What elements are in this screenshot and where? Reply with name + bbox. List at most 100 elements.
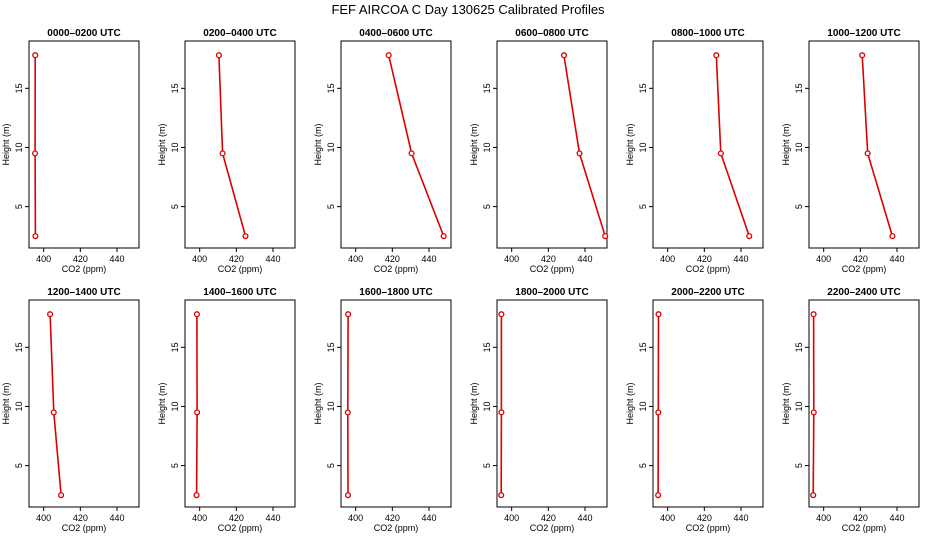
y-tick-label: 15 [14,342,24,352]
y-tick-label: 5 [170,204,180,209]
data-point [50,409,57,416]
panel-title: 0200–0400 UTC [203,28,276,39]
data-point [889,233,896,240]
x-axis-label: CO2 (ppm) [62,264,107,274]
y-tick-label: 15 [482,342,492,352]
y-tick-label: 10 [794,142,804,152]
data-point [385,52,392,59]
y-tick-label: 10 [326,142,336,152]
panel-3: 0400–0600 UTC 400 420 440 5 10 15 CO2 (ppm) Heig… [313,28,452,274]
x-tick-label: 400 [816,513,831,523]
x-axis-label: CO2 (ppm) [842,264,887,274]
x-tick-label: 400 [816,254,831,264]
y-tick-label: 10 [170,142,180,152]
x-tick-label: 420 [697,513,712,523]
x-tick-label: 440 [889,254,904,264]
panel-9: 1600–1800 UTC 400 420 440 5 10 15 CO2 (ppm) Heig… [313,287,452,533]
y-tick-label: 10 [14,142,24,152]
y-tick-label: 5 [14,204,24,209]
y-tick-label: 15 [482,83,492,93]
x-tick-label: 440 [265,513,280,523]
x-tick-label: 420 [541,254,556,264]
data-point [498,311,505,318]
x-axis-label: CO2 (ppm) [530,264,575,274]
x-axis-label: CO2 (ppm) [686,264,731,274]
y-tick-label: 5 [14,463,24,468]
panel-6: 1000–1200 UTC 400 420 440 5 10 15 CO2 (ppm) Heig… [781,28,920,274]
x-tick-label: 440 [109,513,124,523]
x-tick-label: 420 [73,254,88,264]
x-tick-label: 440 [421,513,436,523]
x-tick-label: 400 [192,513,207,523]
y-tick-label: 5 [326,204,336,209]
y-axis-label: Height (m) [157,382,167,424]
x-tick-label: 400 [504,513,519,523]
data-point [32,233,39,240]
x-axis-label: CO2 (ppm) [686,523,731,533]
x-tick-label: 400 [36,513,51,523]
x-tick-label: 440 [421,254,436,264]
data-point [193,492,200,499]
x-tick-label: 420 [541,513,556,523]
y-tick-label: 10 [326,401,336,411]
x-tick-label: 440 [733,254,748,264]
x-tick-label: 420 [385,254,400,264]
y-tick-label: 10 [482,401,492,411]
panel-1: 0000–0200 UTC 400 420 440 5 10 15 CO2 (ppm) Heig… [1,28,140,274]
plot-frame [28,299,140,508]
x-tick-label: 420 [385,513,400,523]
data-point [498,492,505,499]
figure-title: FEF AIRCOA C Day 130625 Calibrated Profi… [331,2,605,17]
profile-line [861,55,894,237]
x-tick-label: 400 [192,254,207,264]
data-point [810,409,817,416]
data-point [47,311,54,318]
x-axis-label: CO2 (ppm) [62,523,107,533]
x-tick-label: 440 [733,513,748,523]
y-axis-label: Height (m) [157,123,167,165]
y-axis-label: Height (m) [469,382,479,424]
data-point [810,311,817,318]
y-tick-label: 10 [638,401,648,411]
y-tick-label: 5 [482,463,492,468]
x-tick-label: 420 [853,513,868,523]
y-axis-label: Height (m) [781,382,791,424]
y-tick-label: 15 [326,342,336,352]
x-tick-label: 400 [504,254,519,264]
x-axis-label: CO2 (ppm) [218,264,263,274]
panel-4: 0600–0800 UTC 400 420 440 5 10 15 CO2 (ppm) Heig… [469,28,609,274]
data-point [408,150,415,157]
data-point [713,52,720,59]
data-point [602,233,609,240]
x-tick-label: 420 [229,254,244,264]
data-point [655,492,662,499]
profile-line [218,55,247,237]
x-axis-label: CO2 (ppm) [374,523,419,533]
data-point [58,492,65,499]
plot-frame [340,40,452,249]
y-tick-label: 15 [638,342,648,352]
data-point [560,52,567,59]
panel-title: 1400–1600 UTC [203,287,276,298]
panel-grid: 0000–0200 UTC 400 420 440 5 10 15 CO2 (ppm) Heig… [1,28,920,533]
y-axis-label: Height (m) [781,123,791,165]
y-axis-label: Height (m) [1,123,11,165]
panel-title: 1800–2000 UTC [515,287,588,298]
data-point [193,311,200,318]
panel-title: 1200–1400 UTC [47,287,120,298]
panel-7: 1200–1400 UTC 400 420 440 5 10 15 CO2 (ppm) Heig… [1,287,140,533]
data-point [345,311,352,318]
data-point [655,311,662,318]
panel-title: 0400–0600 UTC [359,28,432,39]
y-axis-label: Height (m) [625,382,635,424]
plot-frame [808,40,920,249]
panel-5: 0800–1000 UTC 400 420 440 5 10 15 CO2 (ppm) Heig… [625,28,764,274]
plot-frame [808,299,920,508]
y-tick-label: 15 [170,83,180,93]
y-tick-label: 15 [14,83,24,93]
x-axis-label: CO2 (ppm) [530,523,575,533]
data-point [344,492,352,499]
x-axis-label: CO2 (ppm) [218,523,263,533]
x-tick-label: 420 [73,513,88,523]
x-tick-label: 400 [660,513,675,523]
